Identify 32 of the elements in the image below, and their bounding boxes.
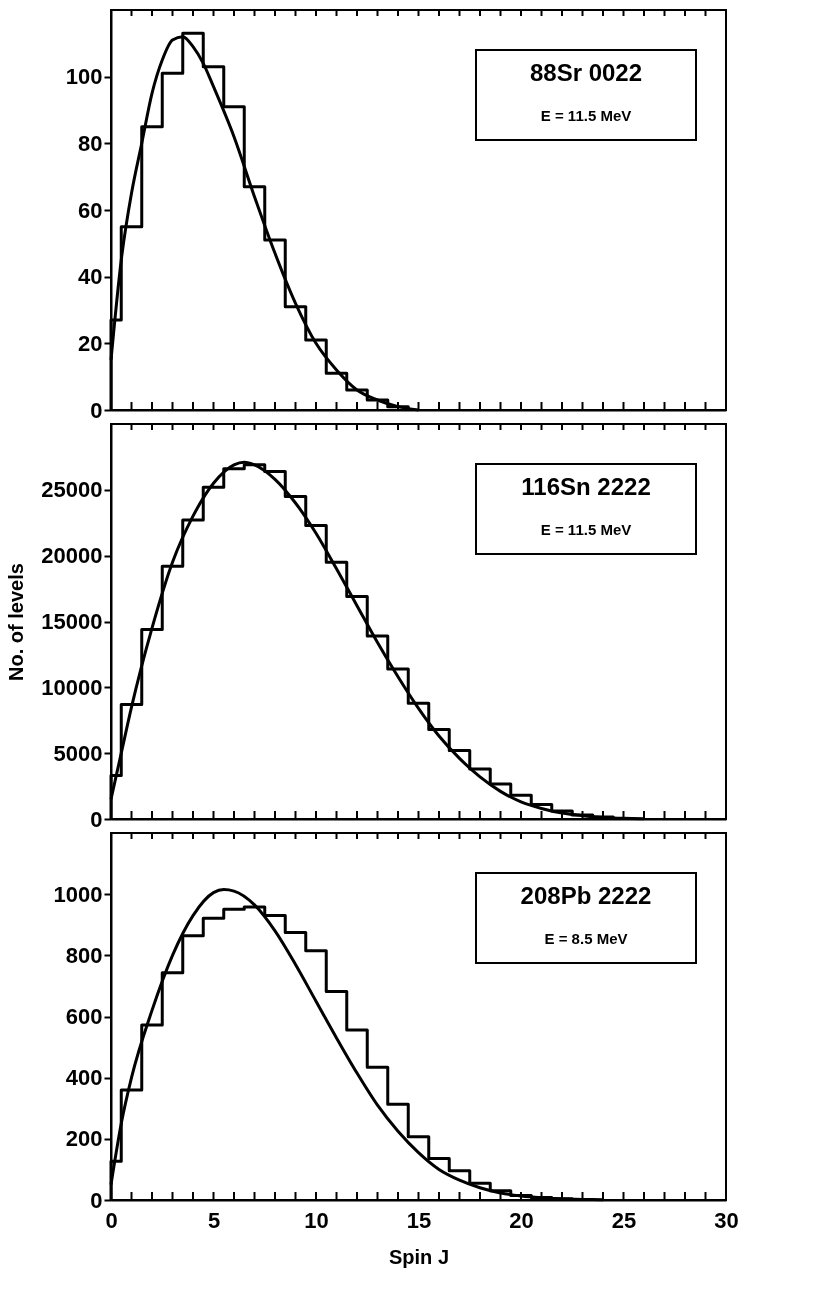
y-tick-label: 5000 <box>53 740 103 766</box>
y-tick-label: 100 <box>65 64 103 90</box>
y-tick-label: 20000 <box>41 543 103 569</box>
y-tick-label: 60 <box>78 197 103 223</box>
y-tick-label: 10000 <box>41 674 103 700</box>
y-axis-title: No. of levels <box>5 563 28 681</box>
x-tick-label: 5 <box>207 1207 221 1233</box>
y-tick-label: 1000 <box>53 881 103 907</box>
y-tick-label: 400 <box>65 1065 103 1091</box>
y-tick-label: 0 <box>90 397 103 423</box>
y-tick-label: 600 <box>65 1004 103 1029</box>
y-tick-label: 200 <box>65 1126 103 1152</box>
annotation: E = 11.5 MeV <box>540 521 632 538</box>
annotation: 88Sr 0022 <box>529 59 643 86</box>
y-tick-label: 800 <box>65 942 103 968</box>
x-tick-label: 30 <box>714 1207 739 1233</box>
x-tick-label: 10 <box>304 1207 329 1233</box>
annotation: 208Pb 2222 <box>520 882 652 909</box>
y-tick-label: 80 <box>78 130 103 156</box>
annotation: 116Sn 2222 <box>521 473 651 500</box>
y-tick-label: 20 <box>78 330 103 356</box>
annotation: E = 8.5 MeV <box>544 930 628 947</box>
x-tick-label: 15 <box>406 1207 432 1233</box>
x-axis-title: Spin J <box>388 1245 450 1268</box>
y-tick-label: 40 <box>78 264 103 290</box>
x-tick-label: 25 <box>611 1207 637 1233</box>
y-tick-label: 15000 <box>41 609 103 634</box>
annotation: E = 11.5 MeV <box>540 107 632 124</box>
y-tick-label: 0 <box>90 1187 103 1213</box>
y-tick-label: 25000 <box>41 477 103 503</box>
y-tick-label: 0 <box>90 806 103 832</box>
x-tick-label: 20 <box>509 1207 534 1233</box>
